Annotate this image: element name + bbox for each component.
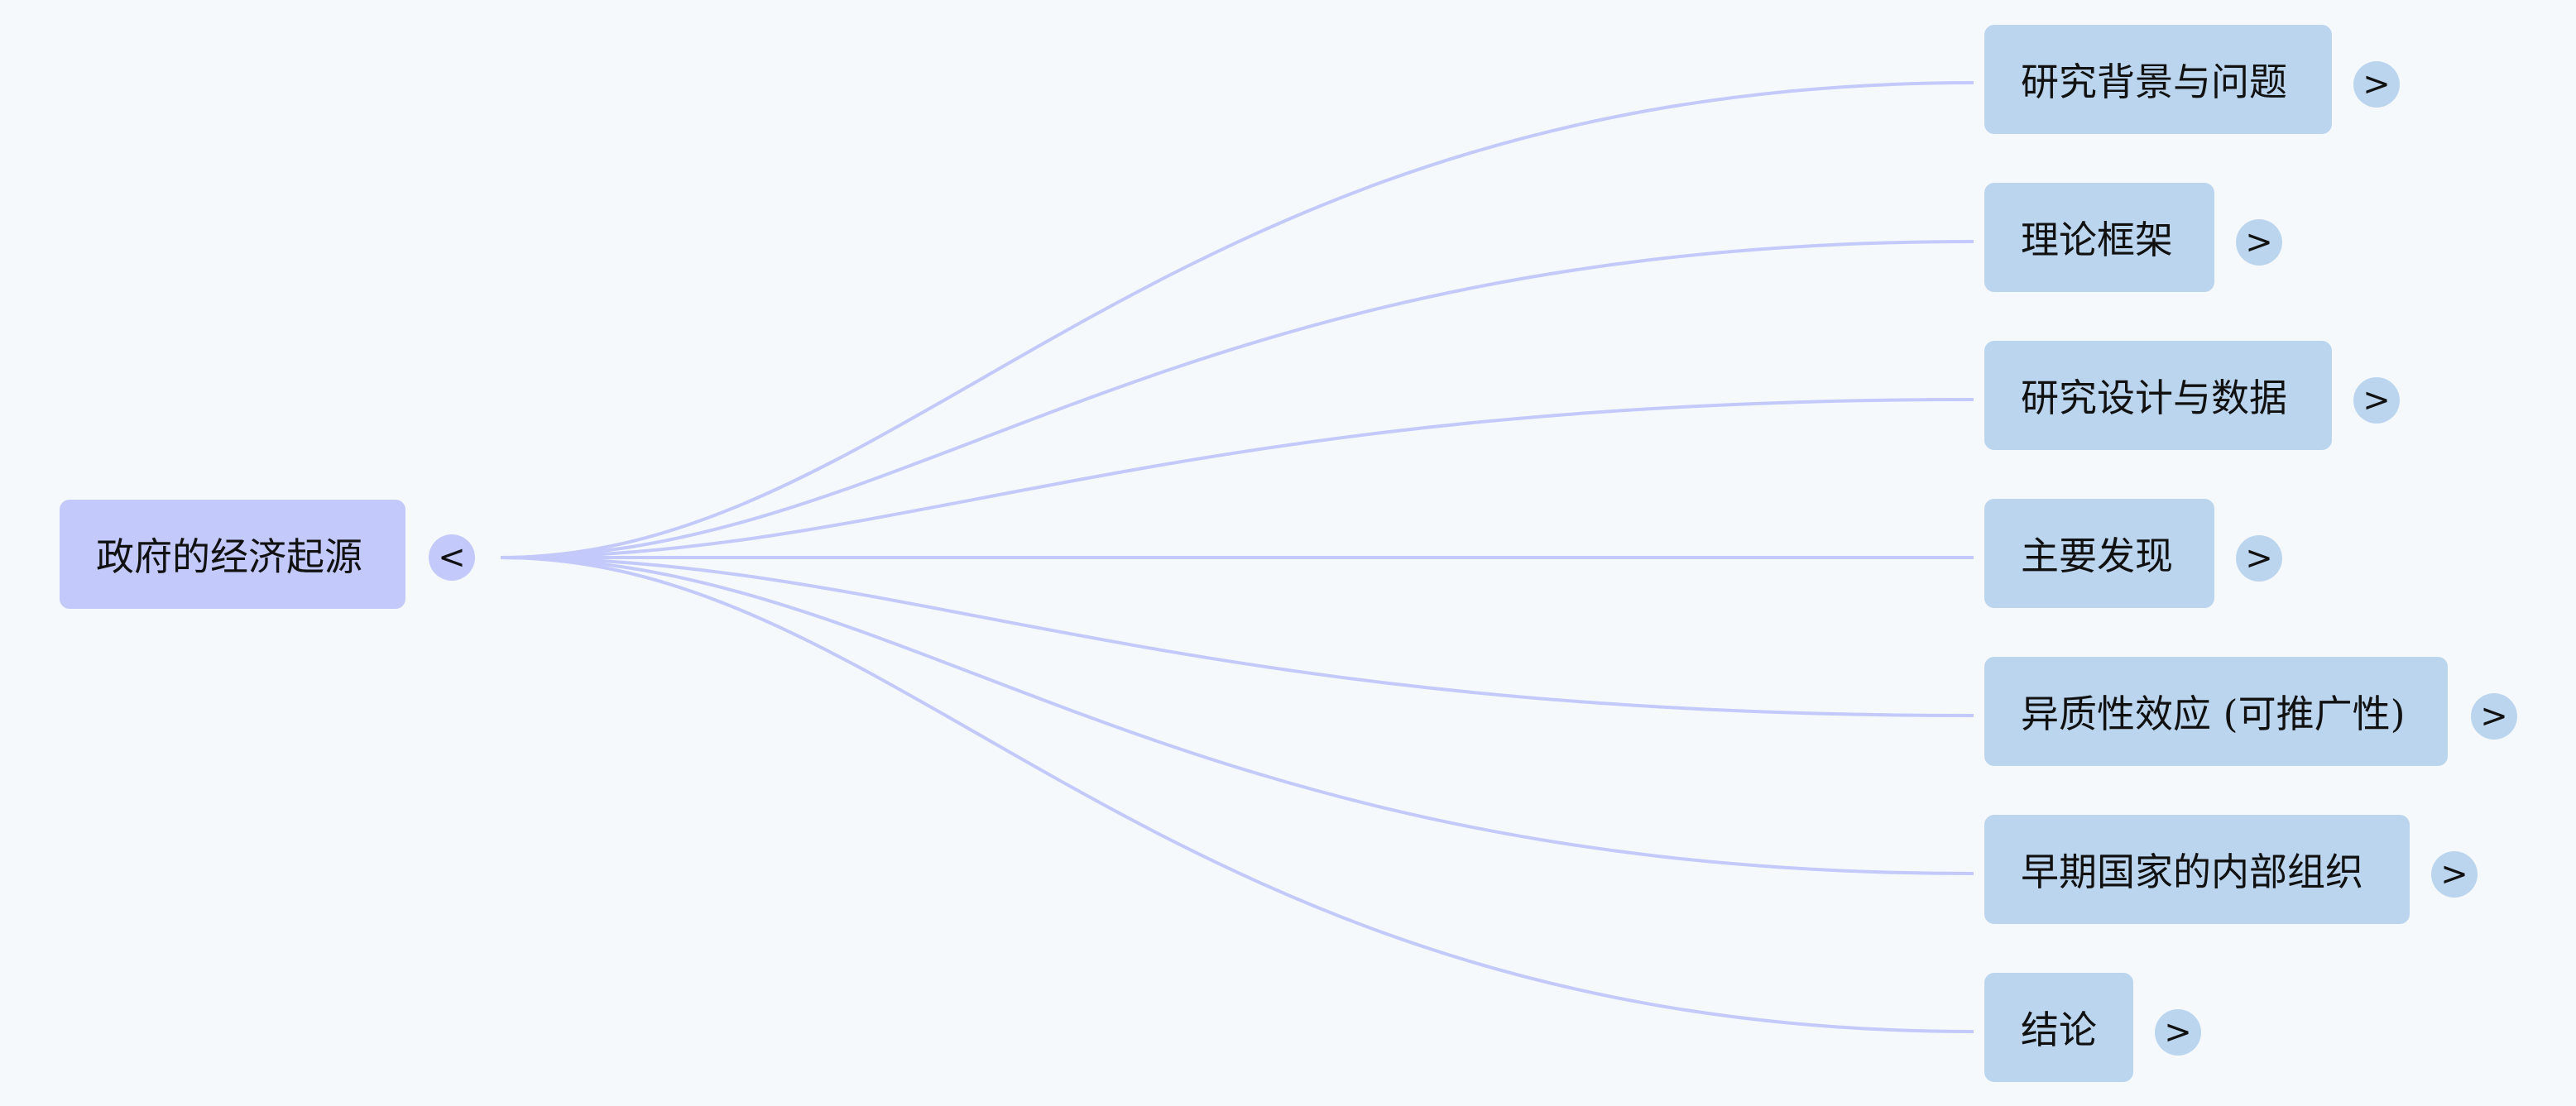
child-node-heterogeneous-effects[interactable]: 异质性效应 (可推广性) <box>1984 657 2448 766</box>
child-toggle-glyph: > <box>2245 223 2273 261</box>
child-node-research-design[interactable]: 研究设计与数据 <box>1984 341 2332 450</box>
child-toggle-glyph: > <box>2164 1013 2192 1051</box>
child-toggle-glyph: > <box>2363 65 2391 103</box>
root-toggle-glyph: < <box>438 539 466 577</box>
child-toggle-glyph: > <box>2245 539 2273 577</box>
link-root-to-child-2 <box>501 242 1974 558</box>
link-root-to-child-7 <box>501 558 1974 1032</box>
root-node-label: 政府的经济起源 <box>96 527 362 582</box>
expand-right-icon[interactable]: > <box>2155 1009 2201 1056</box>
child-node-conclusion[interactable]: 结论 <box>1984 973 2133 1082</box>
expand-right-icon[interactable]: > <box>2431 851 2478 898</box>
collapse-left-icon[interactable]: < <box>429 534 475 581</box>
child-node-theory-framework[interactable]: 理论框架 <box>1984 183 2214 292</box>
expand-right-icon[interactable]: > <box>2353 377 2400 424</box>
expand-right-icon[interactable]: > <box>2236 219 2282 266</box>
child-node-research-background[interactable]: 研究背景与问题 <box>1984 25 2332 134</box>
child-node-label: 结论 <box>2021 1000 2097 1055</box>
child-toggle-glyph: > <box>2480 697 2508 735</box>
child-node-label: 研究背景与问题 <box>2021 52 2287 107</box>
link-root-to-child-3 <box>501 400 1974 558</box>
root-node[interactable]: 政府的经济起源 <box>60 500 405 609</box>
expand-right-icon[interactable]: > <box>2471 693 2517 740</box>
child-node-early-state-organization[interactable]: 早期国家的内部组织 <box>1984 815 2410 924</box>
link-root-to-child-5 <box>501 558 1974 716</box>
expand-right-icon[interactable]: > <box>2236 535 2282 582</box>
child-toggle-glyph: > <box>2440 855 2468 893</box>
link-root-to-child-1 <box>501 83 1974 558</box>
child-toggle-glyph: > <box>2363 381 2391 419</box>
child-node-main-findings[interactable]: 主要发现 <box>1984 499 2214 608</box>
child-node-label: 理论框架 <box>2021 210 2173 265</box>
child-node-label: 异质性效应 (可推广性) <box>2021 684 2406 739</box>
child-node-label: 主要发现 <box>2021 526 2173 581</box>
child-node-label: 早期国家的内部组织 <box>2021 842 2363 897</box>
expand-right-icon[interactable]: > <box>2353 61 2400 108</box>
link-root-to-child-6 <box>501 558 1974 874</box>
child-node-label: 研究设计与数据 <box>2021 368 2287 423</box>
